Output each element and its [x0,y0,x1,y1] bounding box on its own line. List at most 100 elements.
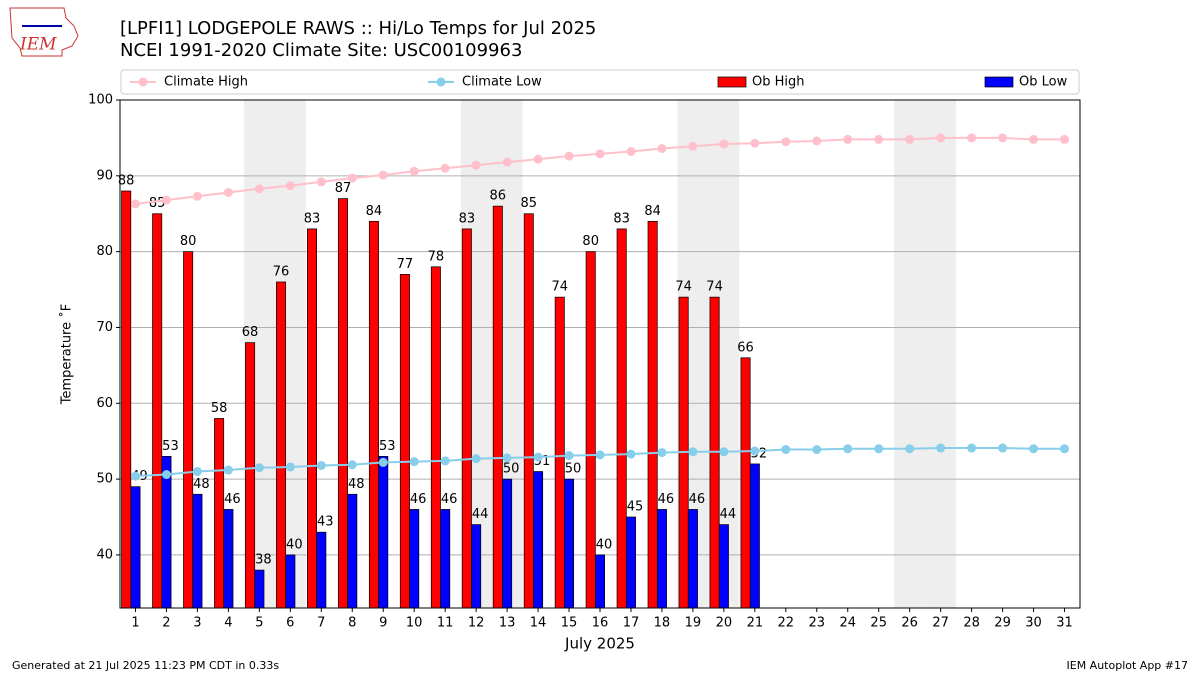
legend-box [120,69,1080,95]
climate-point [254,463,264,473]
climate-point [688,141,698,151]
y-axis-label: Temperature ˚F [59,304,75,405]
climate-point [595,149,605,159]
bar [245,342,256,609]
climate-point [874,134,884,144]
bar-value-label: 87 [335,181,352,196]
bar-value-label: 50 [503,462,520,477]
x-tick-label: 24 [839,616,856,631]
bar-value-label: 53 [162,439,179,454]
bar [192,493,203,609]
climate-point [967,133,977,143]
legend-label: Climate High [164,75,248,90]
bar-value-label: 74 [675,280,692,295]
x-tick-label: 12 [468,616,485,631]
x-tick-label: 22 [778,616,795,631]
y-tick-label: 70 [96,320,113,335]
logo: IEM [9,7,79,57]
x-tick-label: 9 [379,616,387,631]
chart-title: [LPFI1] LODGEPOLE RAWS :: Hi/Lo Temps fo… [120,18,596,39]
climate-point [161,195,171,205]
x-tick-label: 5 [255,616,263,631]
x-tick-label: 20 [716,616,733,631]
bar [121,190,132,609]
climate-point [657,448,667,458]
climate-point [626,449,636,459]
x-tick-label: 31 [1056,616,1073,631]
footer-left: Generated at 21 Jul 2025 11:23 PM CDT in… [12,659,279,672]
bar [718,524,729,609]
bar-value-label: 43 [317,515,334,530]
bar [307,228,317,609]
bar-value-label: 76 [273,264,290,279]
climate-point [378,170,388,180]
bar [223,509,234,609]
bar [471,524,482,609]
y-tick-label: 90 [96,168,113,183]
legend-marker [138,77,148,87]
y-tick-label: 60 [96,396,113,411]
climate-point [564,151,574,161]
bar [554,296,565,609]
bar [616,228,627,609]
y-tick-label: 80 [96,244,113,259]
climate-point [595,450,605,460]
bar [337,198,348,609]
bar [440,509,451,609]
bar [533,471,544,609]
bar [152,213,163,609]
x-tick-label: 2 [162,616,170,631]
bar [625,516,636,609]
bar [740,357,751,609]
bar [461,228,472,609]
bar-value-label: 84 [644,204,661,219]
climate-point [750,138,760,148]
climate-point [471,160,481,170]
climate-point [905,444,915,454]
x-tick-label: 21 [747,616,764,631]
climate-point [1060,134,1070,144]
bar-value-label: 77 [397,257,414,272]
climate-point [626,147,636,157]
climate-point [750,446,760,456]
y-tick-label: 50 [96,472,113,487]
climate-point [409,166,419,176]
bar-value-label: 74 [706,280,723,295]
climate-point [998,133,1008,143]
climate-point [192,191,202,201]
bar [285,554,296,609]
climate-point [688,447,698,457]
bar [595,554,605,609]
legend-label: Climate Low [462,75,542,90]
climate-point [781,137,791,147]
climate-point [967,443,977,453]
bar [585,251,596,609]
climate-point [347,173,357,183]
bar [399,274,410,609]
climate-point [161,470,171,480]
climate-point [130,471,140,481]
bar-value-label: 40 [596,537,613,552]
bar [368,220,379,609]
bar-value-label: 48 [348,477,365,492]
climate-point [719,447,729,457]
bar [430,266,441,609]
climate-point [285,462,295,472]
climate-point [843,444,853,454]
legend-label: Ob Low [1019,75,1068,90]
climate-point [440,456,450,466]
x-tick-label: 30 [1025,616,1042,631]
bar-value-label: 48 [193,477,210,492]
climate-point [874,444,884,454]
bar [214,418,225,609]
logo-text: IEM [19,35,57,55]
bar [276,281,287,609]
x-tick-label: 3 [193,616,201,631]
climate-point [657,144,667,154]
climate-point [223,465,233,475]
y-tick-label: 40 [96,547,113,562]
x-tick-label: 14 [530,616,547,631]
bar-value-label: 85 [521,196,538,211]
chart-subtitle: NCEI 1991-2020 Climate Site: USC00109963 [120,40,522,61]
